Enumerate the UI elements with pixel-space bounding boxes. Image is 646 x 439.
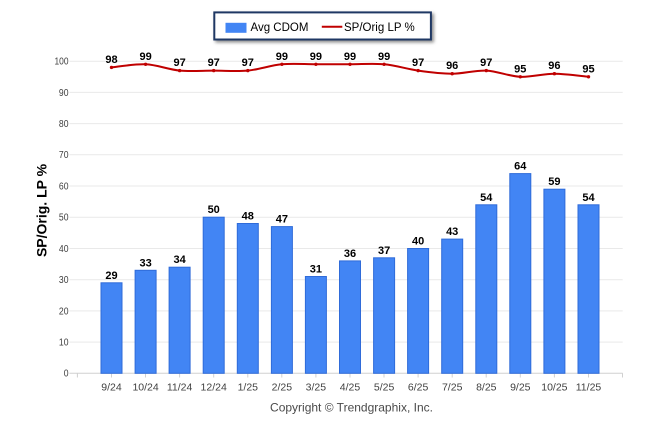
svg-text:95: 95 xyxy=(582,63,594,75)
svg-text:34: 34 xyxy=(173,254,186,266)
svg-text:97: 97 xyxy=(208,57,220,69)
svg-text:47: 47 xyxy=(276,214,288,226)
svg-text:97: 97 xyxy=(412,57,424,69)
svg-text:4/25: 4/25 xyxy=(340,382,361,394)
svg-text:99: 99 xyxy=(378,51,390,63)
svg-text:99: 99 xyxy=(276,51,288,63)
svg-text:64: 64 xyxy=(514,161,527,173)
svg-text:99: 99 xyxy=(310,51,322,63)
svg-text:59: 59 xyxy=(548,176,560,188)
svg-text:20: 20 xyxy=(59,306,69,317)
svg-text:8/25: 8/25 xyxy=(476,382,497,394)
svg-text:29: 29 xyxy=(105,270,117,282)
svg-text:2/25: 2/25 xyxy=(272,382,293,394)
svg-text:90: 90 xyxy=(59,88,69,99)
svg-text:10: 10 xyxy=(59,338,69,349)
svg-text:70: 70 xyxy=(59,150,69,161)
svg-text:40: 40 xyxy=(412,236,424,248)
svg-text:9/25: 9/25 xyxy=(510,382,531,394)
svg-text:54: 54 xyxy=(582,192,595,204)
svg-text:31: 31 xyxy=(310,264,322,276)
svg-text:43: 43 xyxy=(446,226,458,238)
svg-text:50: 50 xyxy=(208,204,220,216)
svg-text:5/25: 5/25 xyxy=(374,382,395,394)
svg-text:48: 48 xyxy=(242,211,254,223)
svg-text:37: 37 xyxy=(378,245,390,257)
svg-text:100: 100 xyxy=(55,57,69,68)
svg-text:10/24: 10/24 xyxy=(132,382,158,394)
svg-text:3/25: 3/25 xyxy=(306,382,327,394)
svg-text:96: 96 xyxy=(446,60,458,72)
svg-text:96: 96 xyxy=(548,60,560,72)
svg-text:6/25: 6/25 xyxy=(408,382,429,394)
svg-text:36: 36 xyxy=(344,248,356,260)
svg-text:54: 54 xyxy=(480,192,493,204)
svg-text:40: 40 xyxy=(59,244,69,255)
svg-text:97: 97 xyxy=(173,57,185,69)
svg-text:10/25: 10/25 xyxy=(541,382,567,394)
svg-text:98: 98 xyxy=(105,54,117,66)
svg-text:33: 33 xyxy=(139,257,151,269)
svg-text:99: 99 xyxy=(139,51,151,63)
svg-text:97: 97 xyxy=(242,57,254,69)
svg-text:9/24: 9/24 xyxy=(101,382,122,394)
svg-text:SP/Orig. LP %: SP/Orig. LP % xyxy=(34,163,50,257)
svg-text:Avg CDOM: Avg CDOM xyxy=(251,22,309,34)
svg-text:Copyright © Trendgraphix, Inc.: Copyright © Trendgraphix, Inc. xyxy=(270,401,433,415)
svg-text:12/24: 12/24 xyxy=(201,382,227,394)
svg-text:0: 0 xyxy=(64,369,69,380)
svg-text:60: 60 xyxy=(59,181,69,192)
svg-text:97: 97 xyxy=(480,57,492,69)
svg-text:1/25: 1/25 xyxy=(238,382,259,394)
svg-text:30: 30 xyxy=(59,275,69,286)
svg-text:95: 95 xyxy=(514,63,526,75)
svg-text:11/25: 11/25 xyxy=(576,382,602,394)
svg-text:99: 99 xyxy=(344,51,356,63)
svg-text:50: 50 xyxy=(59,213,69,224)
svg-text:80: 80 xyxy=(59,119,69,130)
svg-text:11/24: 11/24 xyxy=(167,382,193,394)
svg-text:7/25: 7/25 xyxy=(442,382,463,394)
svg-text:SP/Orig LP %: SP/Orig LP % xyxy=(344,22,415,34)
